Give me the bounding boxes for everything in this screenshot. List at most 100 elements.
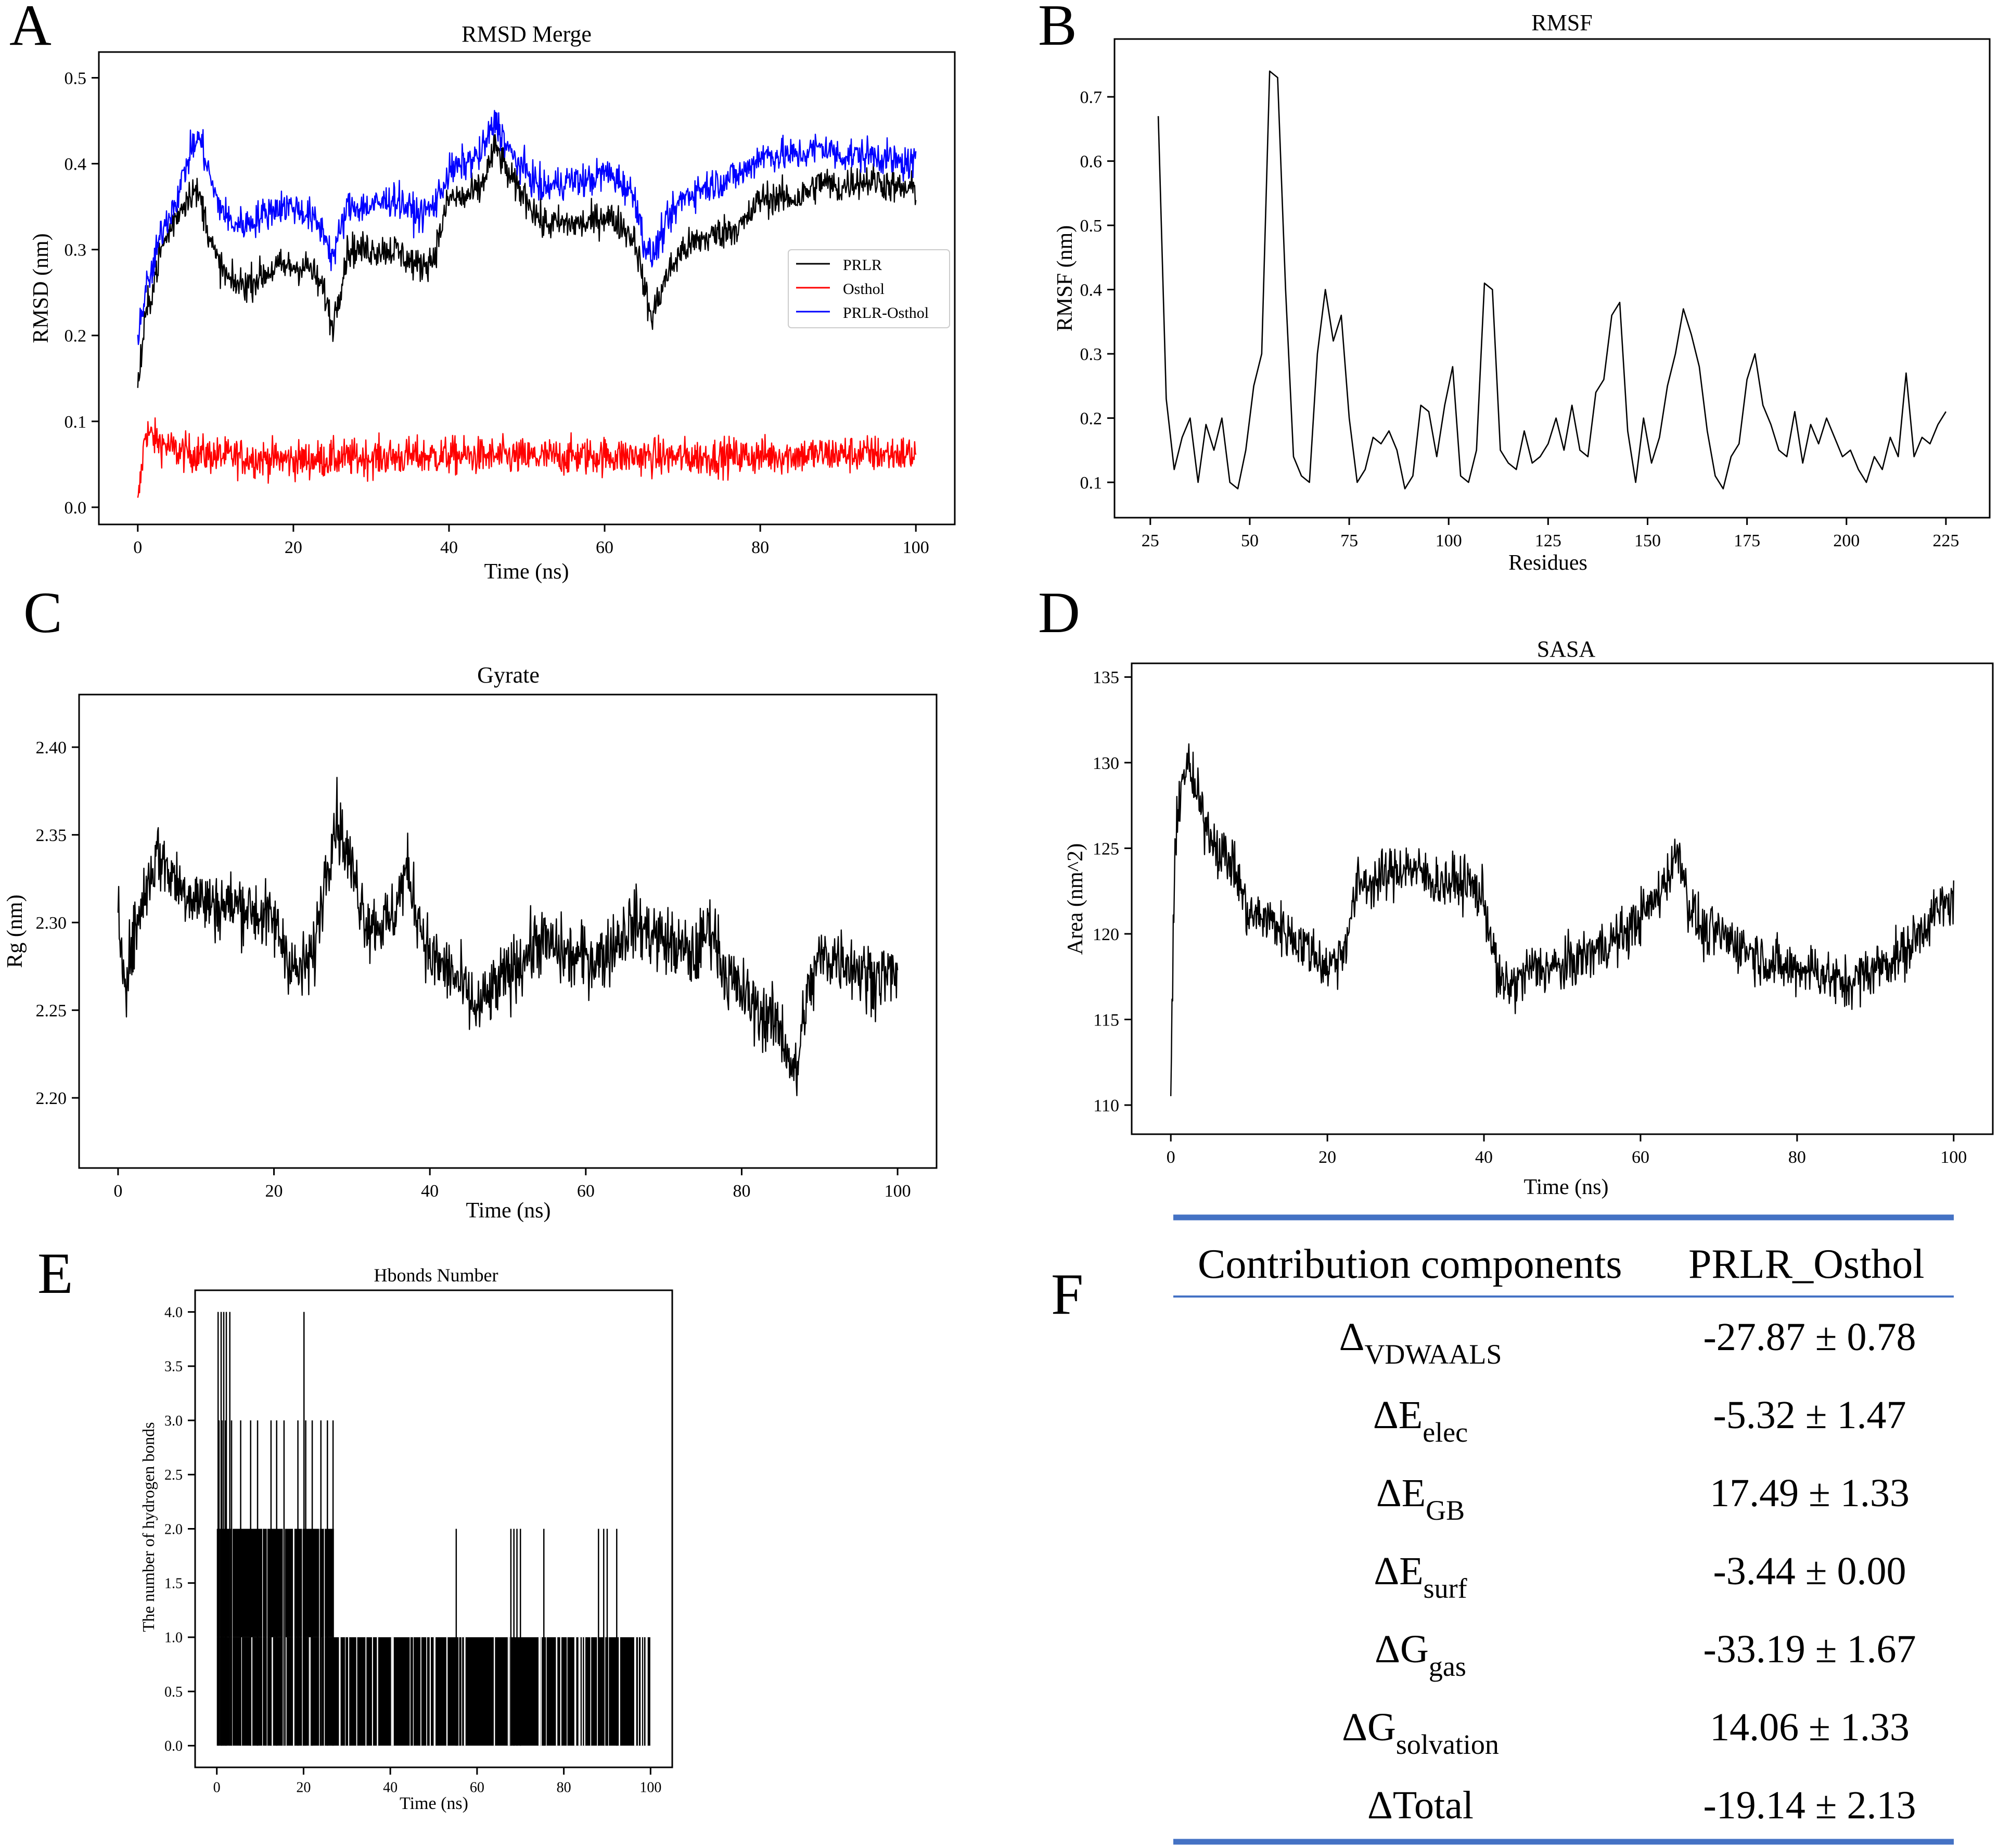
hbond-gap	[560, 1637, 561, 1746]
hbond-gap	[493, 1637, 495, 1746]
hbond-gap	[446, 1637, 447, 1746]
hbond-gap	[582, 1637, 583, 1746]
hbond-gap	[348, 1637, 350, 1746]
panel-b-title: RMSF	[1531, 10, 1592, 35]
hbond-gap	[579, 1637, 581, 1746]
hbond-gap	[643, 1637, 644, 1746]
panel-e-bars	[216, 1312, 651, 1746]
x-tick-label: 80	[751, 538, 769, 557]
table-row-label: ΔVDWAALS	[1339, 1315, 1502, 1370]
hbond-gap	[556, 1637, 558, 1746]
y-tick-label: 0.4	[1080, 281, 1103, 300]
x-tick-label: 175	[1734, 531, 1760, 550]
x-tick-label: 60	[1632, 1148, 1649, 1167]
hbond-gap	[420, 1637, 421, 1746]
x-tick-label: 40	[440, 538, 458, 557]
hbond-gap	[434, 1637, 436, 1746]
x-tick-label: 0	[213, 1780, 221, 1796]
hbond-gap	[433, 1637, 435, 1746]
hbond-gap	[575, 1637, 577, 1746]
hbond-gap	[310, 1637, 311, 1746]
panel-a-x-ticks: 0 20 40 60 80 100	[133, 524, 929, 557]
table-header-prlr-osthol: PRLR_Osthol	[1688, 1241, 1924, 1287]
panel-d-ylabel: Area (nm^2)	[1064, 843, 1087, 955]
x-tick-label: 50	[1241, 531, 1259, 550]
hbond-gap	[429, 1637, 431, 1746]
hbond-gap	[391, 1637, 392, 1746]
y-tick-label: 4.0	[164, 1304, 183, 1320]
panel-d-y-ticks: 110 115 120 125 130 135	[1093, 668, 1132, 1115]
row-symbol: ΔE	[1374, 1549, 1423, 1593]
panel-d-sasa: SASA 0 20 40 60 80 100 110 115 120 125 130 135 Tim…	[1064, 636, 1994, 1199]
x-tick-label: 60	[596, 538, 613, 557]
y-tick-label: 0.5	[1080, 216, 1103, 236]
y-tick-label: 2.20	[36, 1089, 67, 1108]
x-tick-label: 40	[421, 1182, 439, 1201]
hbond-gap	[590, 1637, 592, 1746]
y-tick-label: 0.1	[65, 413, 87, 432]
hbond-gap	[372, 1637, 373, 1746]
y-tick-label: 0.3	[1080, 345, 1103, 364]
x-tick-label: 225	[1932, 531, 1959, 550]
x-tick-label: 100	[885, 1182, 911, 1201]
panel-letter-f: F	[1051, 1262, 1083, 1327]
panel-letter-d: D	[1038, 581, 1080, 645]
panel-a-legend: PRLR Osthol PRLR-Osthol	[788, 249, 950, 328]
row-symbol: ΔTotal	[1367, 1783, 1474, 1827]
panel-letter-a: A	[9, 0, 52, 58]
y-tick-label: 115	[1093, 1010, 1119, 1030]
y-tick-label: 0.0	[164, 1738, 183, 1754]
hbond-gap	[409, 1637, 411, 1746]
hbond-gap	[608, 1637, 609, 1746]
series-line-osthol	[137, 417, 917, 498]
x-tick-label: 75	[1340, 531, 1358, 550]
panel-b-xlabel: Residues	[1508, 551, 1587, 575]
row-subscript: GB	[1426, 1495, 1465, 1526]
y-tick-label: 1.5	[164, 1576, 183, 1592]
panel-b-rmsf: RMSF 25 50 75 100 125 150 175 200 225 0.10.20.30…	[1053, 10, 1991, 575]
x-tick-label: 40	[1475, 1148, 1493, 1167]
hbond-spikes	[217, 1312, 618, 1746]
row-subscript: surf	[1424, 1573, 1467, 1604]
panel-letter-b: B	[1038, 0, 1077, 58]
x-tick-label: 100	[903, 538, 929, 557]
hbond-gap	[426, 1637, 427, 1746]
y-tick-label: 3.0	[164, 1413, 183, 1429]
x-tick-label: 0	[113, 1182, 122, 1201]
table-row-label: ΔTotal	[1367, 1783, 1474, 1827]
x-tick-label: 60	[577, 1182, 595, 1201]
hbond-gap	[584, 1637, 586, 1746]
y-tick-label: 0.1	[1080, 473, 1103, 493]
table-row-label: ΔGsolvation	[1342, 1705, 1499, 1760]
panel-c-title: Gyrate	[477, 662, 540, 688]
y-tick-label: 2.5	[164, 1467, 183, 1483]
panel-c-x-ticks: 0 20 40 60 80 100	[113, 1168, 911, 1201]
hbond-gap	[413, 1637, 414, 1746]
x-tick-label: 20	[1318, 1148, 1336, 1167]
hbond-gap	[464, 1637, 466, 1746]
y-tick-label: 2.30	[36, 914, 67, 933]
panel-e-y-ticks: 0.0 0.5 1.0 1.5 2.0 2.5 3.0 3.5 4.0	[164, 1304, 195, 1754]
series-line-prlr	[137, 134, 917, 388]
hbond-gap	[309, 1637, 310, 1746]
y-tick-label: 0.0	[65, 498, 87, 518]
panel-e-x-ticks: 0 20 40 60 80 100	[213, 1767, 661, 1796]
y-tick-label: 0.7	[1080, 88, 1103, 107]
panel-c-y-ticks: 2.20 2.25 2.30 2.35 2.40	[36, 738, 79, 1108]
table-row-label: ΔEsurf	[1374, 1549, 1467, 1604]
hbond-gap	[293, 1529, 294, 1746]
panel-b-x-ticks: 25 50 75 100 125 150 175 200 225	[1142, 518, 1959, 550]
panel-b-y-ticks: 0.1 0.2 0.3 0.4 0.5 0.6 0.7	[1080, 88, 1115, 493]
y-tick-label: 2.0	[164, 1521, 183, 1537]
series-line-rmsf	[1157, 70, 1947, 490]
panel-a-rmsd-merge: RMSD Merge 0 20 40 60 80 100 0.00.10.20.30.40…	[29, 21, 956, 584]
y-tick-label: 0.2	[65, 327, 87, 346]
panel-e-hbonds: Hbonds Number 0 20 40 60 80 100 0.0 0.5 1.0 1.5 2…	[139, 1265, 673, 1813]
y-tick-label: 125	[1093, 839, 1119, 858]
row-subscript: solvation	[1396, 1729, 1499, 1760]
legend-box	[788, 249, 950, 328]
y-tick-label: 130	[1093, 754, 1119, 773]
hbond-gap	[356, 1637, 357, 1746]
hbond-gap	[262, 1529, 263, 1746]
table-row-value: 17.49 ± 1.33	[1710, 1471, 1910, 1515]
